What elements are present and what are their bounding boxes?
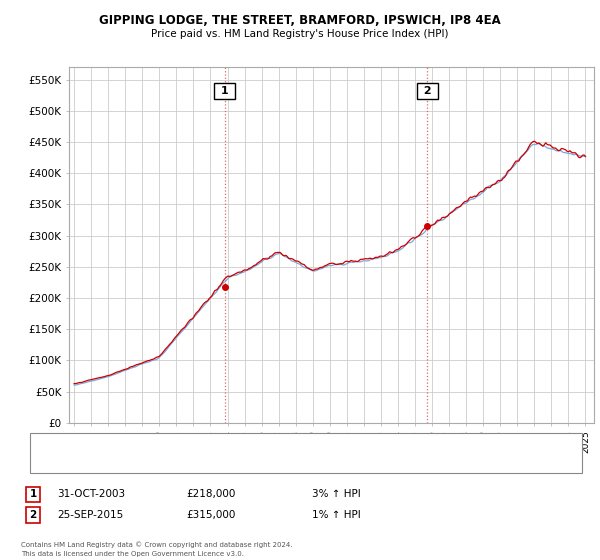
Text: 1: 1: [29, 489, 37, 500]
Text: 2: 2: [29, 510, 37, 520]
Text: 31-OCT-2003: 31-OCT-2003: [57, 489, 125, 500]
Text: £218,000: £218,000: [186, 489, 235, 500]
Text: 25-SEP-2015: 25-SEP-2015: [57, 510, 123, 520]
Text: Price paid vs. HM Land Registry's House Price Index (HPI): Price paid vs. HM Land Registry's House …: [151, 29, 449, 39]
Text: GIPPING LODGE, THE STREET, BRAMFORD, IPSWICH, IP8 4EA: GIPPING LODGE, THE STREET, BRAMFORD, IPS…: [99, 14, 501, 27]
Text: 1: 1: [217, 86, 232, 96]
Text: GIPPING LODGE, THE STREET, BRAMFORD, IPSWICH, IP8 4EA (detached house): GIPPING LODGE, THE STREET, BRAMFORD, IPS…: [75, 440, 415, 449]
Text: 2: 2: [420, 86, 435, 96]
Text: 3% ↑ HPI: 3% ↑ HPI: [312, 489, 361, 500]
Text: 1% ↑ HPI: 1% ↑ HPI: [312, 510, 361, 520]
Text: This data is licensed under the Open Government Licence v3.0.: This data is licensed under the Open Gov…: [21, 550, 244, 557]
Text: Contains HM Land Registry data © Crown copyright and database right 2024.: Contains HM Land Registry data © Crown c…: [21, 541, 293, 548]
Text: £315,000: £315,000: [186, 510, 235, 520]
Text: HPI: Average price, detached house, Mid Suffolk: HPI: Average price, detached house, Mid …: [75, 458, 283, 466]
